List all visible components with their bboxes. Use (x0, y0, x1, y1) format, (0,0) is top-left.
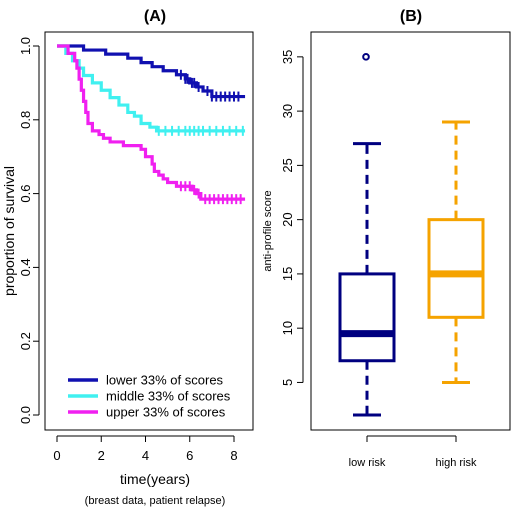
panel-a-y-axis-title: proportion of survival (1, 166, 17, 296)
survival-chart-panel: (A) 0 2 4 6 8 0.0 0.2 0.4 0.6 0.8 1.0 time(years)… (1, 8, 254, 507)
panel-a-x-axis-title: time(years) (120, 471, 190, 487)
panel-b-y-axis-title: anti-profile score (262, 190, 274, 271)
panel-b-y-tick-label: 5 (280, 379, 295, 386)
panel-b-x-axis: low risk high risk (349, 435, 477, 469)
panel-a-title: (A) (144, 8, 166, 25)
panel-a-x-tick-label: 0 (53, 448, 60, 463)
panel-b-y-axis: 5 10 15 20 25 30 35 (280, 50, 304, 386)
panel-a-x-axis: 0 2 4 6 8 (53, 435, 238, 463)
panel-b-x-tick-label: low risk (349, 457, 386, 469)
panel-a-x-tick-label: 8 (230, 448, 237, 463)
panel-b-x-tick-label: high risk (436, 457, 477, 469)
panel-b-title: (B) (400, 8, 422, 25)
legend-label-upper-33-of-scores: upper 33% of scores (106, 405, 226, 420)
panel-a-y-axis: 0.0 0.2 0.4 0.6 0.8 1.0 (18, 37, 40, 424)
survival-curve-lower-33-of-scores (57, 44, 246, 99)
panel-a-y-tick-label: 0.0 (18, 406, 33, 424)
panel-a-x-tick-label: 6 (186, 448, 193, 463)
legend-label-middle-33-of-scores: middle 33% of scores (106, 389, 231, 404)
panel-b-y-tick-label: 10 (280, 321, 295, 335)
panel-a-x-tick-label: 4 (142, 448, 149, 463)
legend-label-lower-33-of-scores: lower 33% of scores (106, 373, 224, 388)
panel-a-x-tick-label: 2 (98, 448, 105, 463)
panel-b-y-tick-label: 35 (280, 50, 295, 64)
boxplot-chart-panel: (B) 5 10 15 20 25 30 35 low risk high risk anti… (262, 8, 511, 469)
panel-a-y-tick-label: 0.4 (18, 258, 33, 276)
panel-a-frame (44, 31, 254, 431)
survival-curve-middle-33-of-scores (57, 44, 246, 133)
panel-a-y-tick-label: 0.6 (18, 185, 33, 203)
box-low-risk (338, 272, 396, 363)
panel-b-y-tick-label: 15 (280, 267, 295, 281)
panel-b-y-tick-label: 30 (280, 104, 295, 118)
panel-a-y-tick-label: 1.0 (18, 37, 33, 55)
panel-a-y-tick-label: 0.8 (18, 111, 33, 129)
box-high-risk (427, 218, 485, 319)
outlier-point-low-risk (362, 53, 370, 61)
panel-b-y-tick-label: 20 (280, 212, 295, 226)
panel-b-frame (310, 31, 511, 431)
boxplots (338, 53, 485, 417)
panel-a-caption: (breast data, patient relapse) (85, 495, 226, 507)
survival-curve-upper-33-of-scores (57, 44, 246, 201)
panel-b-y-tick-label: 25 (280, 158, 295, 172)
panel-a-y-tick-label: 0.2 (18, 332, 33, 350)
survival-curves (57, 44, 246, 205)
